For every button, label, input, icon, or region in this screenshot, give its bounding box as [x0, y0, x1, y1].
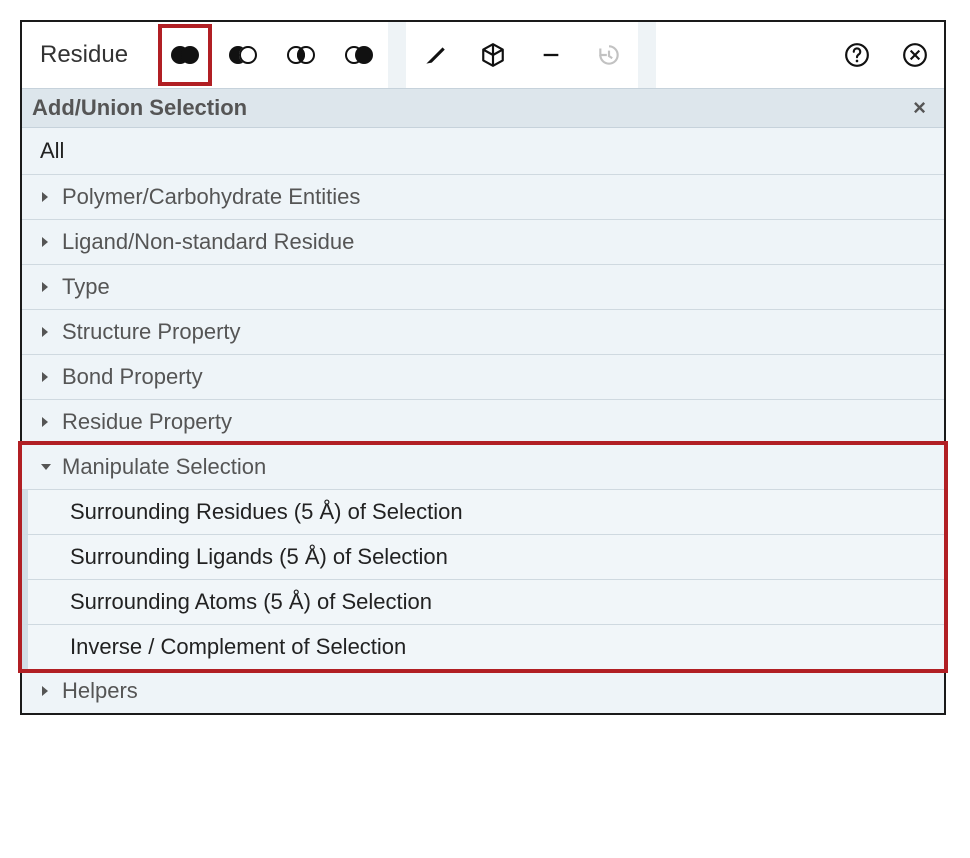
close-icon	[902, 42, 928, 68]
row-label: Helpers	[62, 678, 138, 704]
history-icon	[596, 42, 622, 68]
caret-right-icon	[40, 191, 62, 203]
caret-right-icon	[40, 685, 62, 697]
sub-surrounding-residues[interactable]: Surrounding Residues (5 Å) of Selection	[22, 490, 944, 535]
sub-label: Surrounding Ligands (5 Å) of Selection	[70, 544, 448, 570]
caret-right-icon	[40, 416, 62, 428]
row-residue-property[interactable]: Residue Property	[22, 400, 944, 445]
row-polymer[interactable]: Polymer/Carbohydrate Entities	[22, 175, 944, 220]
intersect-button[interactable]	[272, 22, 330, 88]
row-ligand[interactable]: Ligand/Non-standard Residue	[22, 220, 944, 265]
subtract-button[interactable]	[214, 22, 272, 88]
toolbar: Residue	[22, 22, 944, 88]
brush-icon	[422, 42, 448, 68]
row-structure-property[interactable]: Structure Property	[22, 310, 944, 355]
section-close-button[interactable]: ×	[909, 95, 930, 121]
manipulate-highlight: Manipulate Selection Surrounding Residue…	[22, 445, 944, 669]
toolbar-gap	[388, 22, 406, 88]
sub-label: Surrounding Atoms (5 Å) of Selection	[70, 589, 432, 615]
union-button[interactable]	[156, 22, 214, 88]
sub-surrounding-atoms[interactable]: Surrounding Atoms (5 Å) of Selection	[22, 580, 944, 625]
toolbar-gap-2	[638, 22, 656, 88]
meta-group	[828, 22, 944, 88]
row-label: Bond Property	[62, 364, 203, 390]
caret-right-icon	[40, 326, 62, 338]
row-helpers[interactable]: Helpers	[22, 669, 944, 713]
row-all[interactable]: All	[22, 128, 944, 175]
section-title: Add/Union Selection	[32, 95, 247, 121]
row-label: Residue Property	[62, 409, 232, 435]
remove-icon	[540, 44, 562, 66]
set-op-group	[156, 22, 388, 88]
caret-right-icon	[40, 281, 62, 293]
history-button	[580, 22, 638, 88]
row-all-label: All	[40, 138, 64, 164]
help-icon	[844, 42, 870, 68]
sub-label: Surrounding Residues (5 Å) of Selection	[70, 499, 463, 525]
sub-inverse[interactable]: Inverse / Complement of Selection	[22, 625, 944, 669]
brush-button[interactable]	[406, 22, 464, 88]
row-type[interactable]: Type	[22, 265, 944, 310]
tool-group	[406, 22, 638, 88]
row-label: Type	[62, 274, 110, 300]
sub-label: Inverse / Complement of Selection	[70, 634, 406, 660]
union-icon	[169, 44, 201, 66]
sub-surrounding-ligands[interactable]: Surrounding Ligands (5 Å) of Selection	[22, 535, 944, 580]
caret-right-icon	[40, 371, 62, 383]
panel-close-button[interactable]	[886, 22, 944, 88]
cube-icon	[480, 42, 506, 68]
row-manipulate[interactable]: Manipulate Selection	[22, 445, 944, 490]
row-bond-property[interactable]: Bond Property	[22, 355, 944, 400]
section-header: Add/Union Selection ×	[22, 88, 944, 128]
caret-down-icon	[40, 462, 62, 472]
selection-panel: Residue	[20, 20, 946, 715]
set-button[interactable]	[330, 22, 388, 88]
subtract-icon	[227, 44, 259, 66]
remove-button[interactable]	[522, 22, 580, 88]
toolbar-label: Residue	[40, 41, 128, 69]
set-icon	[343, 44, 375, 66]
help-button[interactable]	[828, 22, 886, 88]
intersect-icon	[285, 44, 317, 66]
cube-button[interactable]	[464, 22, 522, 88]
caret-right-icon	[40, 236, 62, 248]
row-label: Structure Property	[62, 319, 241, 345]
row-label: Ligand/Non-standard Residue	[62, 229, 354, 255]
row-label: Polymer/Carbohydrate Entities	[62, 184, 360, 210]
row-label: Manipulate Selection	[62, 454, 266, 480]
